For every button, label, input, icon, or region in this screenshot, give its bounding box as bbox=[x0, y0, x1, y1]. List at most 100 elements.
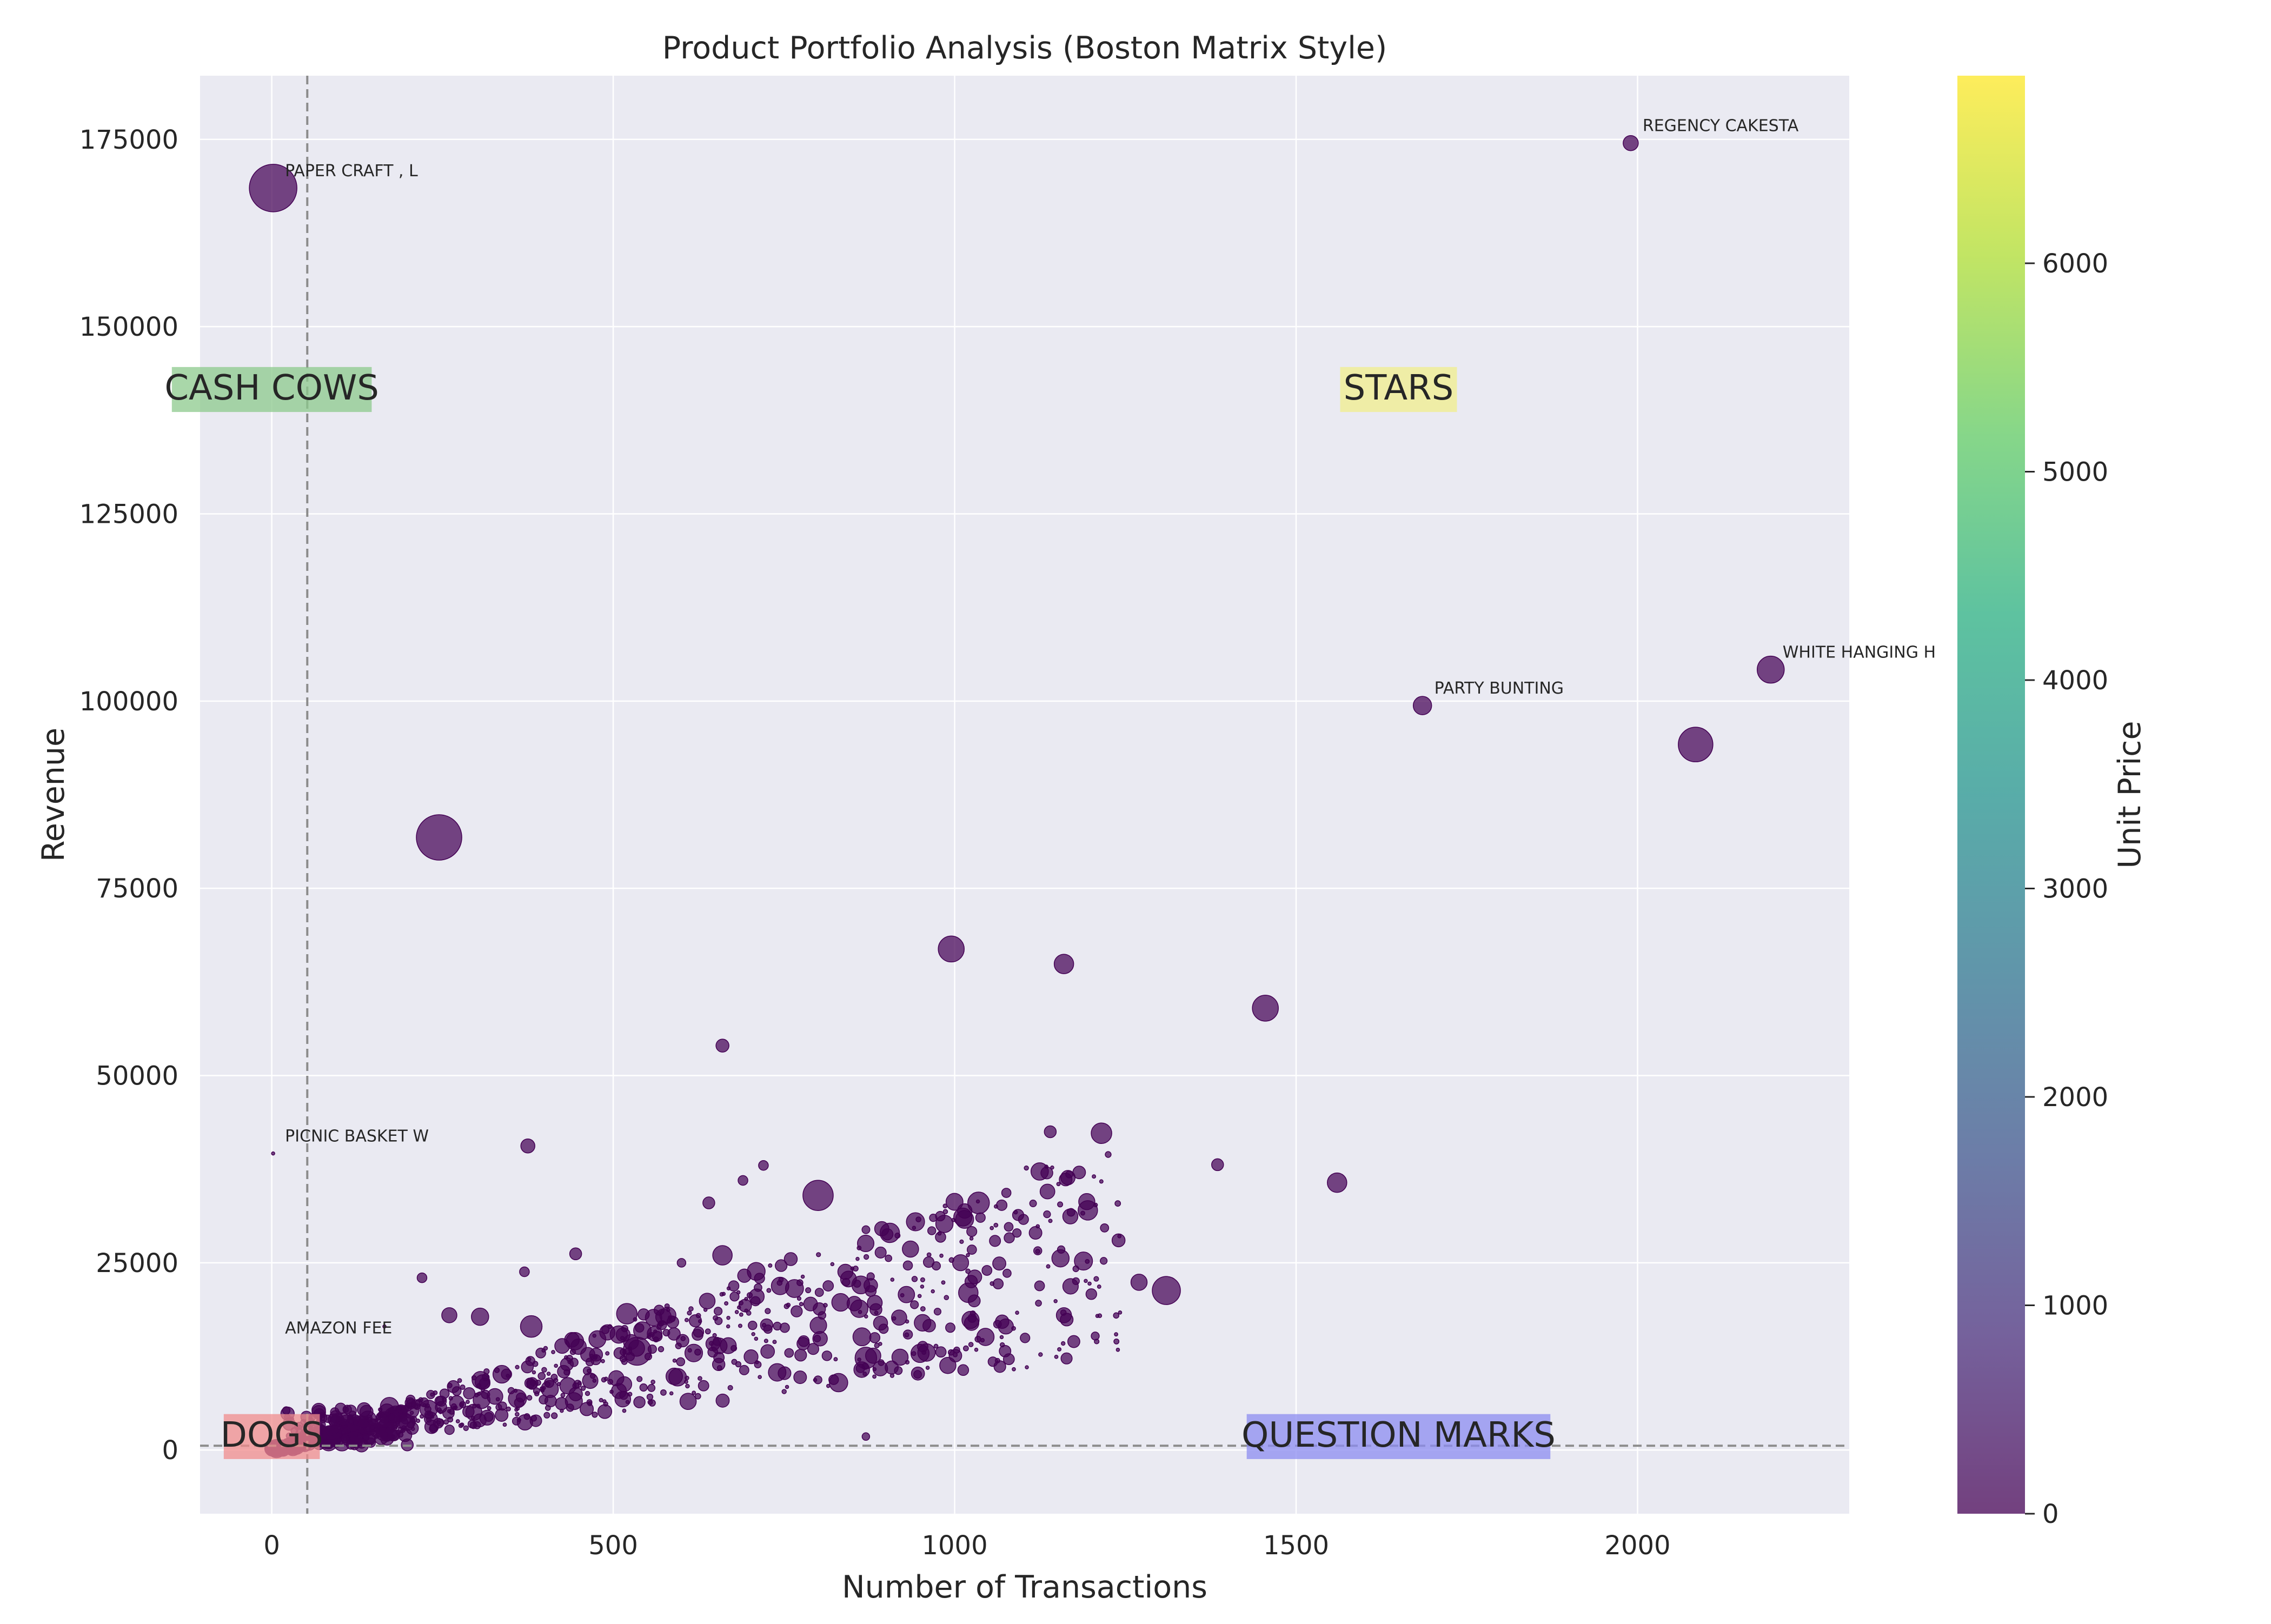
data-point bbox=[592, 1379, 597, 1383]
data-point bbox=[945, 1193, 964, 1211]
data-point bbox=[768, 1363, 787, 1382]
axis-ticks: 0 500 1000 1500 2000 0 25000 50000 75000 100000 12… bbox=[79, 125, 1671, 1561]
reference-lines bbox=[200, 76, 1849, 1514]
data-point bbox=[861, 1432, 871, 1441]
data-point bbox=[822, 1280, 834, 1292]
data-point bbox=[724, 1301, 729, 1306]
data-point bbox=[905, 1319, 909, 1324]
data-point bbox=[679, 1393, 697, 1410]
data-point bbox=[1048, 1219, 1053, 1223]
data-point bbox=[913, 1370, 922, 1379]
colorbar-tick-label: 5000 bbox=[2042, 457, 2108, 487]
data-point bbox=[874, 1310, 879, 1315]
data-point bbox=[990, 1281, 995, 1286]
data-point bbox=[760, 1344, 775, 1359]
data-point bbox=[760, 1318, 773, 1332]
data-point bbox=[1111, 1233, 1126, 1248]
y-tick-label: 75000 bbox=[96, 874, 178, 904]
data-point bbox=[668, 1368, 687, 1387]
data-point bbox=[652, 1330, 663, 1342]
y-tick-label: 150000 bbox=[79, 312, 178, 342]
y-tick-label: 175000 bbox=[79, 125, 178, 155]
data-point bbox=[666, 1316, 679, 1329]
data-point bbox=[551, 1350, 555, 1354]
quadrant-labels: CASH COWS STARS DOGS QUESTION MARKS bbox=[164, 367, 1556, 1459]
colorbar-label: Unit Price bbox=[2112, 721, 2148, 868]
data-point bbox=[688, 1306, 694, 1312]
data-point bbox=[515, 1365, 520, 1370]
data-point bbox=[1327, 1172, 1347, 1193]
data-point bbox=[739, 1365, 749, 1375]
data-point bbox=[920, 1284, 925, 1289]
data-point bbox=[938, 935, 965, 963]
data-point bbox=[1060, 1309, 1067, 1316]
data-point bbox=[481, 1387, 485, 1392]
data-point bbox=[872, 1367, 877, 1372]
data-point bbox=[615, 1327, 631, 1342]
data-point bbox=[607, 1379, 614, 1385]
data-point bbox=[874, 1246, 887, 1259]
data-point bbox=[746, 1292, 753, 1299]
data-point bbox=[419, 1400, 438, 1419]
data-point bbox=[920, 1277, 925, 1282]
data-point bbox=[1046, 1264, 1051, 1269]
data-point bbox=[1252, 995, 1279, 1022]
data-point bbox=[471, 1307, 489, 1326]
data-point bbox=[800, 1274, 805, 1279]
data-point bbox=[738, 1323, 742, 1328]
data-point bbox=[542, 1386, 546, 1390]
data-point bbox=[967, 1294, 981, 1308]
x-tick-label: 0 bbox=[263, 1530, 280, 1561]
data-point bbox=[933, 1308, 942, 1316]
data-point bbox=[463, 1387, 476, 1400]
data-point bbox=[852, 1327, 872, 1347]
data-point bbox=[955, 1210, 974, 1229]
data-point bbox=[783, 1252, 798, 1266]
data-point bbox=[502, 1422, 507, 1427]
colorbar-tick-label: 1000 bbox=[2042, 1290, 2108, 1321]
data-point bbox=[469, 1421, 477, 1429]
data-point bbox=[592, 1412, 598, 1418]
data-point bbox=[911, 1276, 918, 1282]
data-point bbox=[878, 1342, 882, 1346]
data-point bbox=[698, 1376, 702, 1381]
data-point bbox=[975, 1199, 980, 1204]
data-point bbox=[999, 1335, 1004, 1340]
data-point bbox=[648, 1399, 656, 1407]
data-point bbox=[271, 1151, 275, 1156]
data-point bbox=[713, 1315, 719, 1321]
data-point bbox=[931, 1289, 935, 1294]
data-point bbox=[602, 1399, 607, 1403]
point-annotation: PAPER CRAFT , L bbox=[285, 162, 418, 181]
data-point bbox=[851, 1275, 871, 1295]
data-point bbox=[781, 1389, 787, 1394]
data-point bbox=[439, 1388, 450, 1399]
data-point bbox=[551, 1412, 558, 1419]
data-point bbox=[616, 1376, 633, 1393]
data-point bbox=[862, 1372, 867, 1376]
data-point bbox=[535, 1347, 546, 1359]
data-point bbox=[1097, 1284, 1101, 1289]
data-point bbox=[1043, 1210, 1051, 1219]
data-point bbox=[441, 1307, 457, 1323]
data-point bbox=[947, 1349, 954, 1356]
data-point bbox=[705, 1328, 711, 1335]
data-point bbox=[585, 1390, 590, 1396]
data-point bbox=[910, 1343, 930, 1363]
data-point bbox=[410, 1399, 421, 1409]
data-point bbox=[483, 1368, 490, 1375]
data-point bbox=[892, 1316, 897, 1321]
data-point bbox=[967, 1269, 982, 1284]
quadrant-label-box bbox=[223, 1414, 320, 1459]
data-point bbox=[580, 1402, 594, 1416]
data-point bbox=[999, 1345, 1012, 1357]
data-point bbox=[537, 1372, 546, 1380]
data-point bbox=[1757, 655, 1785, 684]
colorbar-tick-label: 0 bbox=[2042, 1499, 2059, 1529]
data-point bbox=[1044, 1125, 1057, 1139]
data-point bbox=[891, 1309, 907, 1326]
y-tick-label: 100000 bbox=[79, 687, 178, 717]
data-point bbox=[794, 1349, 807, 1362]
data-point bbox=[534, 1391, 540, 1396]
data-point bbox=[515, 1412, 520, 1417]
